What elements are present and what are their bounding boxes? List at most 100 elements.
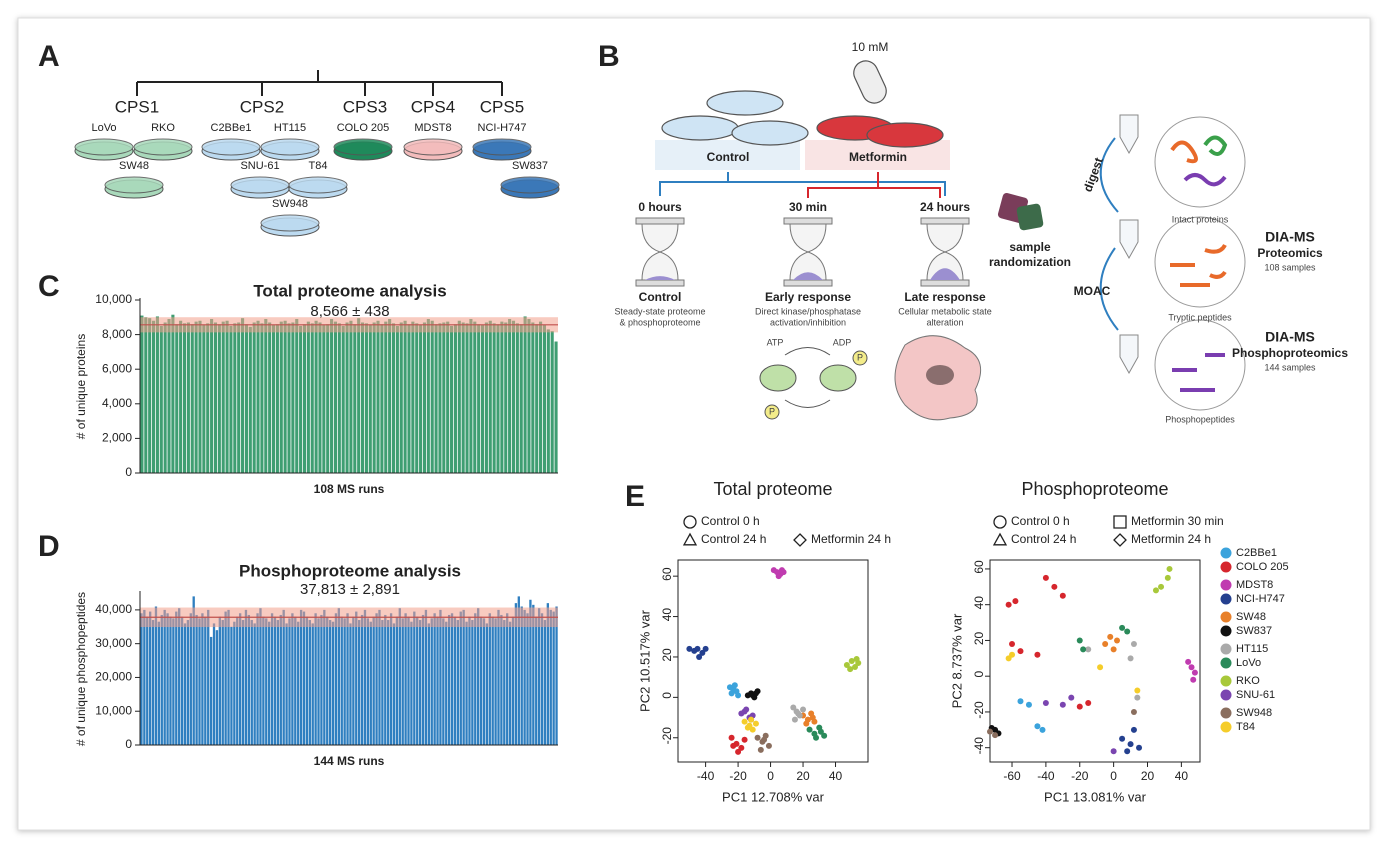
bar: [360, 614, 364, 745]
bar: [305, 616, 309, 745]
bar: [213, 322, 218, 473]
bar: [169, 616, 172, 745]
point: [775, 573, 782, 580]
point: [1009, 651, 1016, 658]
bar: [230, 626, 233, 745]
metformin-dishes: [816, 60, 944, 148]
y-tick-label: 40: [972, 596, 986, 610]
legend-label: Metformin 24 h: [811, 532, 891, 546]
legend-marker: [682, 532, 698, 546]
bar: [554, 341, 558, 473]
bar: [398, 608, 401, 745]
y-tick-label: 0: [972, 671, 986, 678]
bar: [148, 611, 152, 745]
bar: [323, 609, 326, 745]
zoom-circles: [1154, 116, 1246, 411]
legend-marker: [993, 515, 1007, 529]
bar: [542, 325, 547, 473]
cell-line: C2BBe1: [211, 122, 252, 134]
hourglass-sand: [793, 272, 823, 280]
x-tick-label: 20: [1141, 769, 1155, 783]
bar: [314, 613, 317, 745]
dice: [997, 192, 1044, 231]
dish-rim: [230, 176, 290, 194]
legend-marker: [793, 533, 807, 547]
point: [754, 734, 761, 741]
y-tick-label: 0: [660, 692, 674, 699]
dose: 10 mM: [852, 40, 889, 54]
point: [1009, 641, 1016, 648]
dish-rim: [403, 138, 463, 156]
group-label: CPS2: [240, 97, 284, 116]
dish-rim: [288, 176, 348, 194]
legend-swatch: [1220, 611, 1232, 623]
bar: [535, 324, 539, 473]
branch-lines: [659, 172, 946, 198]
bar: [326, 324, 330, 473]
bar: [198, 618, 201, 745]
dish-rim: [472, 138, 532, 156]
bar: [546, 329, 550, 473]
bar: [427, 623, 430, 745]
legend-label: C2BBe1: [1236, 547, 1277, 559]
bar: [353, 324, 357, 473]
bar: [288, 618, 291, 745]
panel-letter: A: [38, 40, 60, 73]
legend-label: LoVo: [1236, 657, 1261, 669]
output: Phosphoproteomics: [1232, 346, 1348, 360]
bar: [523, 316, 527, 473]
bar: [392, 623, 396, 745]
point: [803, 720, 810, 727]
bar: [418, 620, 422, 745]
y-tick-label: 60: [660, 567, 674, 581]
x-tick-label: 0: [1110, 769, 1117, 783]
bar: [268, 322, 272, 473]
y-tick-label: 20: [660, 648, 674, 662]
bar: [182, 323, 187, 473]
bar: [535, 616, 538, 745]
group-label: Control: [707, 150, 750, 164]
bar: [363, 609, 367, 745]
bar: [474, 613, 477, 745]
desc: Direct kinase/phosphatase: [755, 306, 861, 316]
bar: [401, 618, 404, 745]
bar: [407, 616, 410, 745]
point: [791, 716, 798, 723]
hourglass-glass: [641, 223, 679, 281]
bar: [399, 322, 403, 473]
bar: [387, 620, 390, 745]
bar: [364, 323, 368, 473]
y-tick-label: -20: [660, 727, 674, 745]
hourglass-sand: [645, 276, 675, 280]
chart-title: Phosphoproteome: [1021, 479, 1168, 499]
randomization: randomization: [989, 255, 1071, 269]
point: [752, 690, 759, 697]
y-tick-label: -40: [972, 737, 986, 755]
bar: [244, 609, 248, 745]
x-tick-label: 40: [1175, 769, 1189, 783]
point: [686, 645, 693, 652]
hourglass-sand: [930, 268, 960, 280]
legend-swatch: [1220, 579, 1232, 591]
bar: [549, 609, 552, 745]
bar: [442, 322, 446, 473]
bar: [262, 616, 265, 745]
bar: [302, 611, 306, 745]
bar: [494, 618, 497, 745]
bar: [372, 322, 376, 473]
y-tick-label: 2,000: [102, 431, 132, 445]
cell-line: LoVo: [91, 122, 116, 134]
point: [738, 744, 745, 751]
bar: [140, 315, 144, 473]
point: [809, 714, 816, 721]
bar: [391, 323, 396, 473]
bar: [439, 609, 442, 745]
bar: [407, 324, 411, 473]
legend-label: Metformin 30 min: [1131, 514, 1224, 528]
bar: [395, 325, 399, 473]
point: [1114, 637, 1121, 644]
bar: [492, 323, 496, 473]
bar: [276, 620, 280, 745]
bar: [511, 616, 515, 745]
legend-marker: [1113, 533, 1127, 547]
